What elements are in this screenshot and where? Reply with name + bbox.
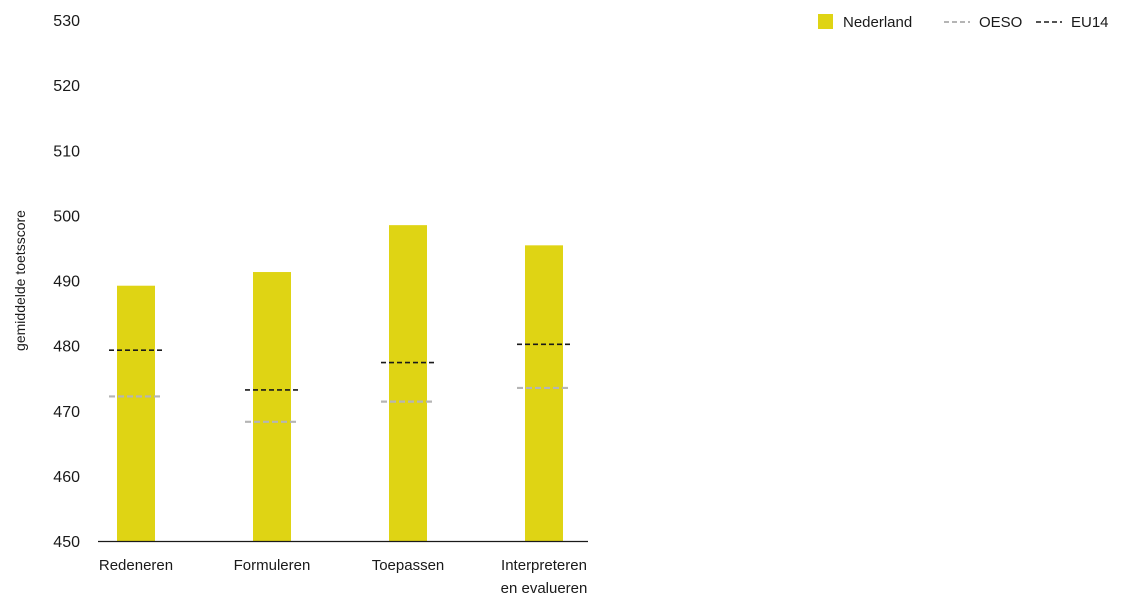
x-tick-label: en evalueren: [501, 580, 588, 595]
legend-label: OESO: [979, 14, 1022, 31]
y-tick-label: 480: [53, 339, 80, 356]
y-tick-label: 460: [53, 469, 80, 486]
y-tick-label: 470: [53, 404, 80, 421]
bar-nederland: [117, 285, 155, 541]
y-tick-label: 490: [53, 274, 80, 291]
bar-nederland: [253, 272, 291, 541]
legend-label: EU14: [1071, 14, 1109, 31]
x-tick-label: Interpreteren: [501, 557, 587, 574]
legend-swatch-nederland: [818, 14, 833, 29]
y-tick-label: 530: [53, 13, 80, 30]
bar-nederland: [525, 245, 563, 541]
legend: Nederland OESO EU14: [818, 14, 1109, 31]
legend-label: Nederland: [843, 14, 912, 31]
reference-lines: [109, 343, 571, 423]
y-axis-title-group: gemiddelde toetsscore: [12, 210, 28, 351]
x-tick-label: Redeneren: [99, 557, 173, 574]
y-tick-label: 510: [53, 143, 80, 160]
x-tick-label: Toepassen: [372, 557, 445, 574]
y-tick-label: 520: [53, 78, 80, 95]
bars: [117, 225, 563, 542]
y-tick-label: 500: [53, 208, 80, 225]
x-tick-label: Formuleren: [234, 557, 311, 574]
y-tick-label: 450: [53, 534, 80, 551]
x-ticks: Redeneren Formuleren Toepassen Interpretere…: [99, 557, 588, 597]
bar-nederland: [389, 225, 427, 542]
y-axis-title: gemiddelde toetsscore: [12, 210, 28, 351]
y-ticks: 450 460 470 480 490 500 510 520 530: [53, 13, 80, 551]
